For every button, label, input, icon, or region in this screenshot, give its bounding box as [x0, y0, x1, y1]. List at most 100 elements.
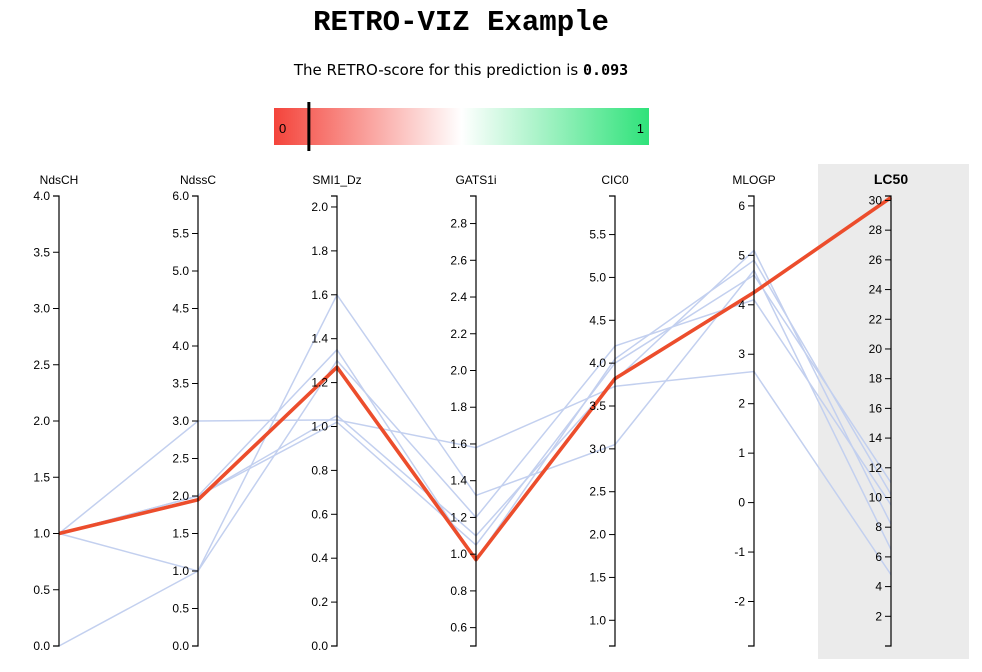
- score-gradient-bar: [274, 108, 649, 145]
- axis-line: [470, 195, 477, 647]
- tick-label: 28: [869, 223, 883, 237]
- tick-label: 2.0: [450, 363, 467, 377]
- axis-line: [885, 195, 892, 647]
- score-scale-min-label: 0: [279, 121, 286, 136]
- tick-label: 0.0: [33, 639, 50, 653]
- tick-label: 3: [738, 347, 745, 361]
- axis-title: LC50: [874, 171, 908, 187]
- tick-label: 6.0: [172, 189, 189, 203]
- tick-label: 4.0: [172, 339, 189, 353]
- tick-label: 2.0: [172, 489, 189, 503]
- tick-label: 1.0: [311, 419, 328, 433]
- tick-label: 2.0: [589, 528, 606, 542]
- tick-label: 0.5: [172, 602, 189, 616]
- tick-label: 12: [869, 461, 883, 475]
- tick-label: 0.0: [311, 639, 328, 653]
- tick-label: 1.0: [450, 547, 467, 561]
- axis-smi1_dz: 0.0 0.2 0.4 0.6 0.8 1.0 1.2 1.4 1.6 1.8 2.0 SMI1_Dz: [311, 173, 361, 653]
- page-title: RETRO-VIZ Example: [313, 6, 609, 39]
- tick-label: 1: [738, 446, 745, 460]
- score-scale: 0 1: [274, 102, 649, 151]
- axes: 0.0 0.5 1.0 1.5 2.0 2.5 3.0 3.5 4.0 NdsCH 0.0 0.5 1.…: [33, 171, 908, 653]
- tick-label: 14: [869, 431, 883, 445]
- retro-score-text: The RETRO-score for this prediction is 0…: [0, 61, 922, 79]
- tick-label: 6: [875, 550, 882, 564]
- tick-label: 24: [869, 283, 883, 297]
- tick-label: 3.5: [172, 377, 189, 391]
- tick-label: 4.5: [172, 302, 189, 316]
- axis-line: [609, 195, 616, 647]
- tick-label: 18: [869, 372, 883, 386]
- tick-label: 2.0: [311, 200, 328, 214]
- tick-label: 2: [875, 609, 882, 623]
- tick-label: 1.8: [450, 400, 467, 414]
- axis-title: CIC0: [601, 173, 629, 187]
- score-value: 0.093: [583, 61, 629, 79]
- tick-label: 26: [869, 253, 883, 267]
- tick-label: 6: [738, 199, 745, 213]
- axis-mlogp: -2 -1 0 1 2 3 4 5 6 MLOGP: [732, 173, 776, 647]
- tick-label: 20: [869, 342, 883, 356]
- tick-label: 16: [869, 401, 883, 415]
- tick-label: -2: [734, 594, 745, 608]
- tick-label: 0.8: [311, 463, 328, 477]
- tick-label: 1.2: [450, 510, 467, 524]
- tick-label: 1.6: [450, 437, 467, 451]
- tick-label: -1: [734, 545, 745, 559]
- axis-gats1i: 0.6 0.8 1.0 1.2 1.4 1.6 1.8 2.0 2.2 2.4 2.6 2.8 GATS…: [450, 173, 497, 647]
- tick-label: 0.2: [311, 595, 328, 609]
- axis-title: GATS1i: [455, 173, 496, 187]
- axis-line: [748, 195, 755, 647]
- axis-ndsch: 0.0 0.5 1.0 1.5 2.0 2.5 3.0 3.5 4.0 NdsCH: [33, 173, 78, 653]
- axis-cic0: 1.0 1.5 2.0 2.5 3.0 3.5 4.0 4.5 5.0 5.5 CIC0: [589, 173, 629, 647]
- tick-label: 5.5: [589, 228, 606, 242]
- tick-label: 2.5: [33, 358, 50, 372]
- tick-label: 10: [869, 490, 883, 504]
- tick-label: 2.6: [450, 253, 467, 267]
- tick-label: 0.4: [311, 551, 328, 565]
- tick-label: 3.5: [33, 245, 50, 259]
- axis-title: NdssC: [180, 173, 216, 187]
- score-prefix: The RETRO-score for this prediction is: [293, 61, 579, 79]
- tick-label: 1.0: [589, 613, 606, 627]
- axis-ndssc: 0.0 0.5 1.0 1.5 2.0 2.5 3.0 3.5 4.0 4.5 5.0 5.5 6.0 N…: [172, 173, 216, 653]
- tick-label: 1.4: [311, 332, 328, 346]
- tick-label: 2.5: [589, 485, 606, 499]
- tick-label: 0: [738, 496, 745, 510]
- tick-label: 4: [738, 298, 745, 312]
- score-scale-max-label: 1: [637, 121, 644, 136]
- tick-label: 4.0: [33, 189, 50, 203]
- tick-label: 8: [875, 520, 882, 534]
- tick-label: 5.0: [172, 264, 189, 278]
- tick-label: 4.0: [589, 356, 606, 370]
- tick-label: 0.0: [172, 639, 189, 653]
- tick-label: 4: [875, 580, 882, 594]
- axis-title: MLOGP: [732, 173, 775, 187]
- tick-label: 5.0: [589, 270, 606, 284]
- tick-label: 5: [738, 248, 745, 262]
- tick-label: 1.0: [33, 527, 50, 541]
- tick-label: 2.8: [450, 217, 467, 231]
- tick-label: 22: [869, 312, 883, 326]
- tick-label: 1.5: [172, 527, 189, 541]
- tick-label: 3.0: [589, 442, 606, 456]
- axis-line: [331, 195, 338, 647]
- tick-label: 3.5: [589, 399, 606, 413]
- tick-label: 2.4: [450, 290, 467, 304]
- tick-label: 30: [869, 193, 883, 207]
- tick-label: 1.4: [450, 474, 467, 488]
- tick-label: 4.5: [589, 313, 606, 327]
- tick-label: 1.5: [589, 570, 606, 584]
- tick-label: 2.5: [172, 452, 189, 466]
- tick-label: 0.6: [311, 507, 328, 521]
- tick-label: 3.0: [172, 414, 189, 428]
- tick-label: 1.8: [311, 244, 328, 258]
- target-axis-background: [818, 164, 969, 659]
- tick-label: 5.5: [172, 227, 189, 241]
- tick-label: 0.5: [33, 583, 50, 597]
- tick-label: 2: [738, 397, 745, 411]
- axis-title: SMI1_Dz: [312, 173, 361, 187]
- tick-label: 3.0: [33, 302, 50, 316]
